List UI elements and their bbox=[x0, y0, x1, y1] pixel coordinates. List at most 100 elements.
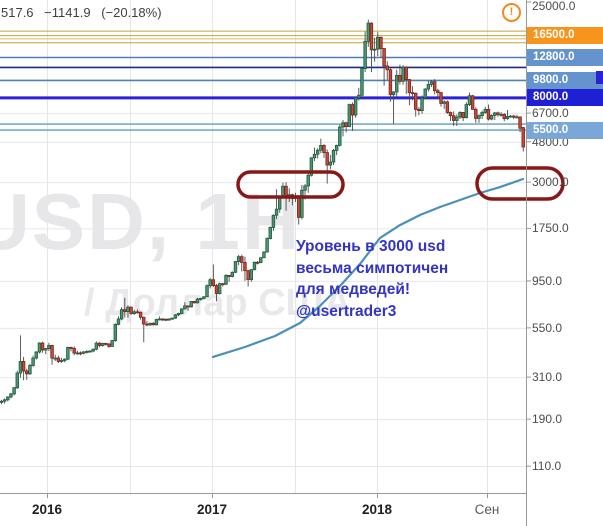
candle-up bbox=[366, 22, 370, 42]
candle-up bbox=[274, 208, 279, 216]
chart-annotation-text[interactable]: Уровень в 3000 usd весьма симпотичен для м… bbox=[296, 236, 448, 322]
candle-up bbox=[360, 68, 364, 96]
price-level-badge: 12800.0 bbox=[527, 48, 603, 66]
candle-up bbox=[268, 227, 272, 239]
candle-down bbox=[97, 342, 102, 346]
price-axis-label: 25000.0 bbox=[532, 0, 576, 13]
candle-down bbox=[56, 357, 61, 362]
candle-up bbox=[217, 283, 222, 294]
candle-down bbox=[25, 370, 29, 375]
candle-up bbox=[483, 108, 487, 113]
price-axis-label: 110.0 bbox=[532, 459, 562, 474]
candle-up bbox=[119, 309, 124, 320]
gridlines bbox=[0, 0, 526, 493]
candle-down bbox=[369, 22, 374, 51]
candle-down bbox=[407, 79, 412, 94]
candle-down bbox=[192, 301, 197, 304]
price-level-badge: 9800.0 bbox=[527, 71, 603, 89]
candle-up bbox=[233, 261, 238, 273]
candle-up bbox=[91, 348, 95, 352]
candle-up bbox=[100, 342, 105, 346]
candle-up bbox=[252, 261, 257, 271]
red-ellipse bbox=[236, 170, 345, 199]
candle-up bbox=[47, 345, 51, 350]
price-axis-label: 190.0 bbox=[532, 412, 563, 427]
price-axis[interactable]: 25000.0 6700.0 4800.0 3000.0 1750.0 950.0 550.… bbox=[527, 0, 603, 493]
candle-up bbox=[426, 84, 431, 90]
candle-down bbox=[78, 352, 83, 355]
candle-down bbox=[417, 108, 421, 111]
candle-up bbox=[372, 48, 377, 51]
candle-up bbox=[81, 351, 86, 354]
annotation-line: @usertrader3 bbox=[296, 302, 397, 320]
candle-up bbox=[467, 95, 472, 105]
candle-up bbox=[341, 122, 345, 128]
candle-up bbox=[347, 104, 352, 127]
last-price: 517.6 bbox=[1, 5, 34, 20]
candle-down bbox=[221, 283, 225, 286]
candle-up bbox=[300, 189, 304, 218]
candle-up bbox=[66, 347, 70, 360]
time-axis[interactable]: 2016 2017 2018 Сен bbox=[0, 494, 603, 526]
candle-down bbox=[161, 318, 165, 321]
candle-up bbox=[59, 360, 64, 362]
candle-up bbox=[157, 318, 162, 321]
candle-up bbox=[271, 214, 276, 228]
candle-up bbox=[2, 399, 7, 402]
price-axis-label: 6700.0 bbox=[532, 106, 569, 121]
candle-down bbox=[72, 348, 76, 354]
candle-up bbox=[306, 174, 310, 187]
candle-down bbox=[107, 343, 111, 347]
candle-up bbox=[34, 351, 38, 359]
red-ellipse bbox=[475, 166, 565, 201]
candle-up bbox=[18, 361, 23, 374]
candle-down bbox=[138, 311, 143, 318]
candle-up bbox=[357, 94, 361, 99]
data-warning-icon[interactable]: ! bbox=[502, 3, 521, 22]
candle-up bbox=[230, 271, 235, 277]
symbol-watermark-line1: USD, 1Н bbox=[0, 177, 302, 266]
candle-up bbox=[94, 342, 99, 350]
candle-down bbox=[436, 90, 440, 94]
candle-down bbox=[142, 316, 146, 325]
candle-up bbox=[508, 115, 513, 118]
candle-up bbox=[113, 323, 118, 342]
candle-up bbox=[176, 313, 181, 316]
candle-up bbox=[126, 306, 130, 312]
candle-down bbox=[145, 323, 149, 326]
annotation-line: для медведей! bbox=[296, 281, 411, 298]
candle-up bbox=[85, 351, 89, 353]
candle-up bbox=[278, 197, 282, 210]
candle-down bbox=[512, 115, 516, 118]
price-axis-label: 310.0 bbox=[532, 370, 563, 385]
candle-down bbox=[439, 92, 443, 104]
candle-down bbox=[151, 322, 155, 326]
candle-up bbox=[183, 305, 187, 310]
candle-up bbox=[423, 88, 427, 99]
candle-up bbox=[189, 301, 193, 308]
candle-up bbox=[249, 269, 253, 280]
candle-up bbox=[338, 126, 342, 146]
candle-up bbox=[173, 314, 178, 319]
candle-up bbox=[12, 387, 16, 395]
price-level-badge: 5500.0 bbox=[527, 121, 603, 139]
candle-up bbox=[202, 296, 206, 299]
candle-up bbox=[480, 112, 484, 117]
candle-down bbox=[21, 361, 26, 372]
candle-down bbox=[448, 112, 453, 117]
candle-down bbox=[518, 116, 522, 129]
candle-up bbox=[309, 157, 314, 176]
candle-down bbox=[350, 104, 355, 116]
candle-up bbox=[464, 104, 469, 119]
candle-up bbox=[75, 352, 80, 355]
candle-up bbox=[205, 285, 209, 298]
candle-up bbox=[31, 357, 35, 366]
candle-up bbox=[265, 238, 269, 253]
candle-down bbox=[297, 195, 301, 218]
candle-up bbox=[154, 319, 159, 326]
candle-up bbox=[334, 145, 339, 151]
candle-up bbox=[262, 251, 266, 259]
candle-down bbox=[40, 342, 45, 351]
candle-up bbox=[259, 257, 263, 263]
